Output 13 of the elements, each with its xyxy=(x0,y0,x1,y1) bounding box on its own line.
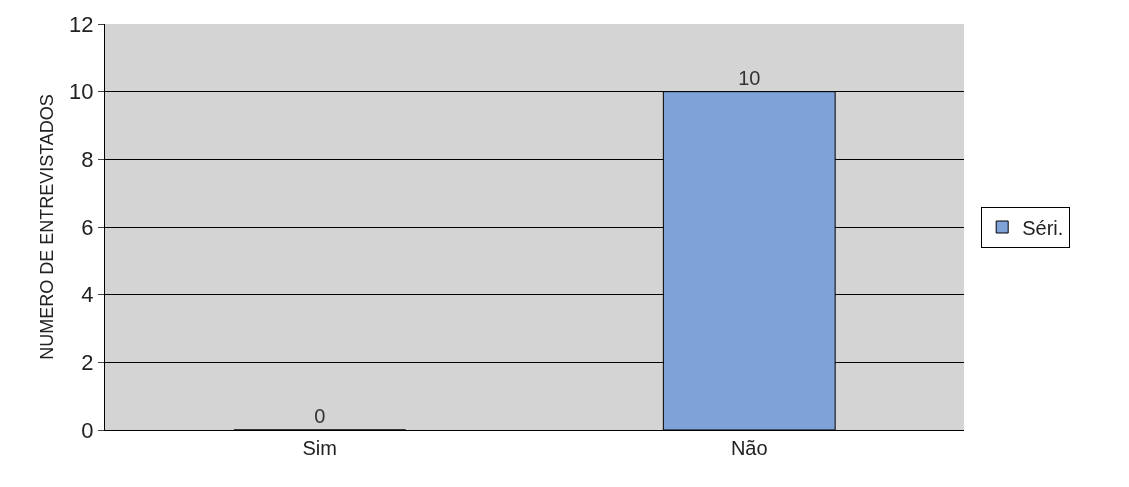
data-label: 0 xyxy=(314,405,326,427)
y-tick-label: 10 xyxy=(69,79,94,105)
y-tick-label: 8 xyxy=(81,147,94,173)
y-tick-label: 4 xyxy=(81,282,94,308)
y-tick-label: 6 xyxy=(81,214,94,240)
y-axis-title: NUMERO DE ENTREVISTADOS xyxy=(37,94,58,360)
x-tick-label: Não xyxy=(730,437,768,459)
x-tick-label: Sim xyxy=(302,437,337,459)
y-tick-label: 12 xyxy=(69,11,94,37)
legend-label: Séri. xyxy=(1022,216,1064,239)
data-label: 10 xyxy=(738,66,761,89)
y-tick-label: 0 xyxy=(81,417,94,443)
y-tick-label: 2 xyxy=(81,350,94,376)
